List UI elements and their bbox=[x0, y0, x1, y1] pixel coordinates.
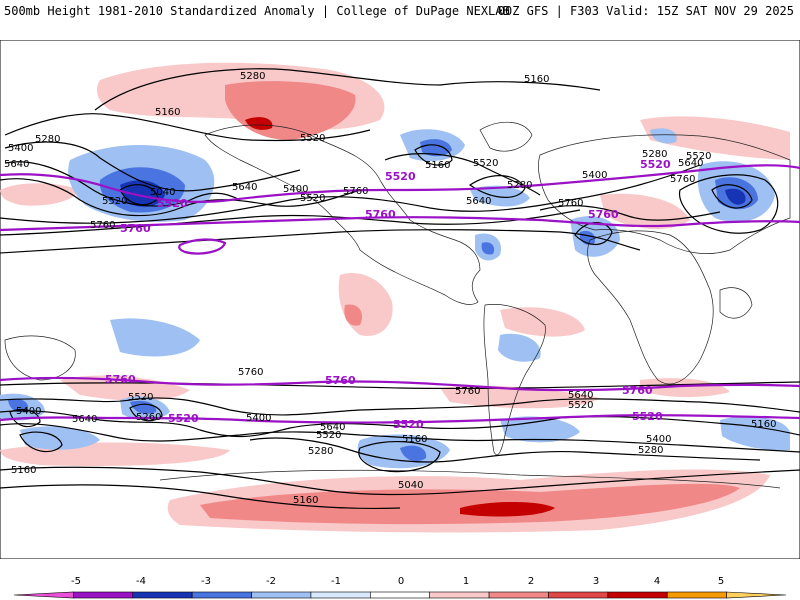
contour-label: 5520 bbox=[128, 392, 153, 403]
colorbar-segment bbox=[429, 591, 490, 599]
contour-label: 5260 bbox=[136, 412, 161, 423]
contour-label: 5640 bbox=[72, 414, 97, 425]
contour-label: 5400 bbox=[646, 434, 671, 445]
contour-label-purple: 5520 bbox=[157, 197, 188, 210]
colorbar-tick: 3 bbox=[593, 576, 599, 587]
contour-label: 5760 bbox=[90, 220, 115, 231]
contour-label: 5160 bbox=[751, 419, 776, 430]
contour-label: 5160 bbox=[293, 495, 318, 506]
contour-label: 5520 bbox=[568, 400, 593, 411]
contour-label: 5400 bbox=[582, 170, 607, 181]
colorbar-segment bbox=[726, 591, 787, 599]
colorbar-ticks: -5 -4 -3 -2 -1 0 1 2 3 4 5 bbox=[71, 576, 724, 587]
contour-label-purple: 5760 bbox=[120, 222, 151, 235]
anomaly-map: 5280 5160 5160 5280 5400 5640 5040 5520 … bbox=[0, 40, 800, 559]
contour-label: 5760 bbox=[238, 367, 263, 378]
contour-label: 5400 bbox=[283, 184, 308, 195]
map-title: 500mb Height 1981-2010 Standardized Anom… bbox=[4, 4, 510, 18]
colorbar-segment bbox=[13, 591, 74, 599]
contour-label: 5160 bbox=[524, 74, 549, 85]
contour-label: 5640 bbox=[4, 159, 29, 170]
contour-label: 5760 bbox=[670, 174, 695, 185]
colorbar-tick: 5 bbox=[718, 576, 724, 587]
contour-label: 5520 bbox=[300, 133, 325, 144]
contour-label: 5520 bbox=[473, 158, 498, 169]
coastlines bbox=[4, 121, 791, 489]
colorbar-segment bbox=[310, 591, 371, 599]
colorbar-segment bbox=[488, 591, 549, 599]
contour-label-purple: 5760 bbox=[588, 208, 619, 221]
contour-label: 5760 bbox=[343, 186, 368, 197]
purple-contours bbox=[0, 164, 800, 424]
colorbar-tick: 0 bbox=[398, 576, 404, 587]
contour-label: 5400 bbox=[16, 406, 41, 417]
contour-label: 5280 bbox=[308, 446, 333, 457]
colorbar-segment bbox=[370, 591, 430, 599]
purple-height-labels: 5520 5760 5520 5760 5520 5760 5760 5760 … bbox=[105, 158, 671, 431]
colorbar-tick: 4 bbox=[654, 576, 660, 587]
contour-label: 5400 bbox=[8, 143, 33, 154]
contour-label: 5280 bbox=[240, 71, 265, 82]
contour-label: 5640 bbox=[466, 196, 491, 207]
colorbar-segment bbox=[73, 591, 134, 599]
colorbar-tick: -2 bbox=[266, 576, 276, 587]
contour-label: 5400 bbox=[246, 413, 271, 424]
contour-label: 5640 bbox=[232, 182, 257, 193]
contour-label: 5760 bbox=[455, 386, 480, 397]
colorbar-tick: -3 bbox=[201, 576, 211, 587]
contour-label: 5640 bbox=[678, 158, 703, 169]
contour-label-purple: 5520 bbox=[385, 170, 416, 183]
colorbar-segments bbox=[13, 591, 787, 599]
colorbar-tick: -5 bbox=[71, 576, 81, 587]
contour-label: 5520 bbox=[316, 430, 341, 441]
colorbar-tick: 1 bbox=[463, 576, 469, 587]
contour-label: 5520 bbox=[686, 151, 711, 162]
colorbar-tick: -4 bbox=[136, 576, 146, 587]
contour-label: 5280 bbox=[35, 134, 60, 145]
contour-label-purple: 5760 bbox=[325, 374, 356, 387]
contour-label-purple: 5520 bbox=[640, 158, 671, 171]
contour-label-purple: 5760 bbox=[105, 373, 136, 386]
colorbar-segment bbox=[548, 591, 609, 599]
colorbar-segment bbox=[607, 591, 668, 599]
contour-label: 5280 bbox=[638, 445, 663, 456]
positive-anomaly-shading bbox=[0, 62, 790, 533]
contour-label: 5280 bbox=[642, 149, 667, 160]
contour-label: 5160 bbox=[11, 465, 36, 476]
contour-label: 5160 bbox=[155, 107, 180, 118]
contour-label: 5280 bbox=[507, 180, 532, 191]
colorbar-tick: 2 bbox=[528, 576, 534, 587]
contour-label: 5520 bbox=[300, 193, 325, 204]
contour-label: 5640 bbox=[320, 422, 345, 433]
colorbar-segment bbox=[251, 591, 312, 599]
contour-label-purple: 5760 bbox=[365, 208, 396, 221]
contour-label: 5520 bbox=[102, 196, 127, 207]
anomaly-colorbar: -5 -4 -3 -2 -1 0 1 2 3 4 5 bbox=[13, 576, 787, 599]
contour-label: 5160 bbox=[402, 434, 427, 445]
contour-label: 5760 bbox=[558, 198, 583, 209]
colorbar-segment bbox=[132, 591, 193, 599]
colorbar-segment bbox=[666, 591, 727, 599]
contour-label-purple: 5520 bbox=[393, 418, 424, 431]
contour-label-purple: 5760 bbox=[622, 384, 653, 397]
contour-label: 5160 bbox=[425, 160, 450, 171]
colorbar-tick: -1 bbox=[331, 576, 341, 587]
contour-label: 5040 bbox=[150, 187, 175, 198]
height-contours bbox=[0, 68, 800, 510]
height-labels: 5280 5160 5160 5280 5400 5640 5040 5520 … bbox=[4, 71, 776, 506]
contour-label: 5040 bbox=[398, 480, 423, 491]
contour-label: 5640 bbox=[568, 390, 593, 401]
contour-label-purple: 5520 bbox=[632, 410, 663, 423]
contour-label-purple: 5520 bbox=[168, 412, 199, 425]
colorbar-segment bbox=[191, 591, 252, 599]
model-run-info: 00Z GFS | F303 Valid: 15Z SAT NOV 29 202… bbox=[497, 4, 794, 18]
